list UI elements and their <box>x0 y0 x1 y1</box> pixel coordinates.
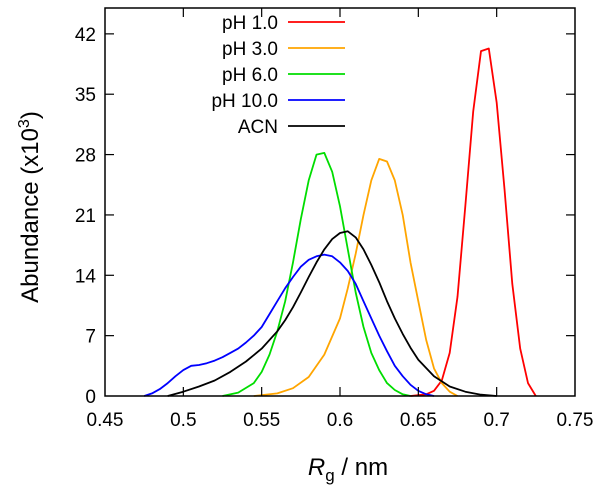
y-axis-title: Abundance (x103) <box>16 111 44 303</box>
legend: pH 1.0 pH 3.0 pH 6.0 pH 10.0 ACN <box>211 13 345 138</box>
series-line-1 <box>253 157 458 397</box>
x-axis-unit: / nm <box>335 454 388 481</box>
axes-layer <box>104 7 576 397</box>
legend-label-1: pH 3.0 <box>222 39 278 60</box>
x-tick-label: 0.75 <box>557 410 594 431</box>
y-tick-label: 42 <box>75 25 96 46</box>
x-tick-label: 0.6 <box>327 410 353 431</box>
y-axis-title-prefix: Abundance (x10 <box>17 128 44 303</box>
series-line-4 <box>167 230 497 397</box>
ticks-layer: 0.45 0.5 0.55 0.6 0.65 0.7 0.75 0 7 14 21 28 35 42 <box>75 8 594 431</box>
y-tick-label: 7 <box>85 327 96 348</box>
plot-frame <box>104 7 576 397</box>
x-axis-title: Rg / nm <box>308 454 388 485</box>
legend-label-4: ACN <box>238 117 278 138</box>
y-tick-label: 21 <box>75 206 96 227</box>
series-line-0 <box>410 47 537 397</box>
y-axis-exponent: 3 <box>16 119 33 128</box>
y-tick-label: 14 <box>75 266 97 287</box>
x-tick-label: 0.45 <box>87 410 124 431</box>
x-tick-label: 0.65 <box>400 410 437 431</box>
legend-label-0: pH 1.0 <box>222 13 278 34</box>
legend-label-3: pH 10.0 <box>211 91 278 112</box>
legend-label-2: pH 6.0 <box>222 65 278 86</box>
x-axis-subscript: g <box>325 466 334 485</box>
series-line-3 <box>143 253 435 397</box>
x-tick-label: 0.7 <box>483 410 509 431</box>
series-line-2 <box>222 151 411 397</box>
y-tick-label: 0 <box>85 387 96 408</box>
y-axis-title-suffix: ) <box>17 111 44 119</box>
x-axis-symbol: R <box>308 454 325 481</box>
series-layer <box>143 47 537 397</box>
y-tick-label: 28 <box>75 146 96 167</box>
x-tick-label: 0.55 <box>243 410 280 431</box>
y-tick-label: 35 <box>75 85 96 106</box>
x-tick-label: 0.5 <box>170 410 196 431</box>
